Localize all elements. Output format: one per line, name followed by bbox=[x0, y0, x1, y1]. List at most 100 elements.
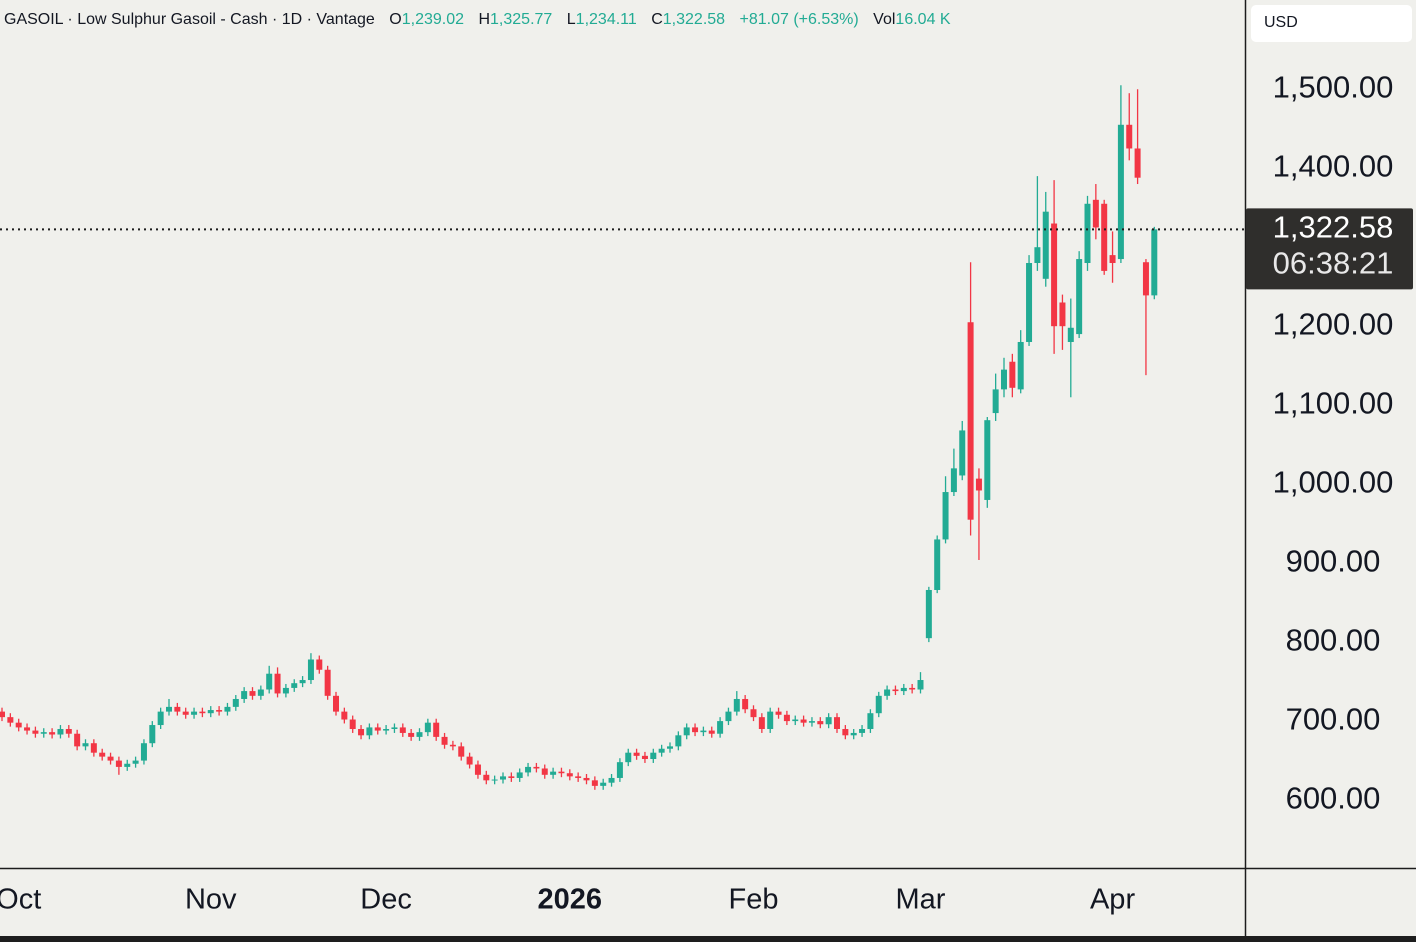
candle-body bbox=[307, 659, 314, 681]
candle-body bbox=[817, 721, 824, 725]
x-tick-label: Dec bbox=[360, 884, 412, 916]
low-value: 1,234.11 bbox=[575, 11, 637, 28]
candle-body bbox=[149, 725, 156, 744]
candle-body bbox=[7, 717, 14, 723]
candle-body bbox=[32, 730, 39, 734]
candle-body bbox=[291, 683, 298, 688]
y-tick-label: 1,000.00 bbox=[1273, 464, 1394, 499]
candle-body bbox=[132, 760, 139, 764]
high-label: H bbox=[478, 11, 491, 28]
candle-body bbox=[65, 728, 72, 734]
volume-value: 16.04 K bbox=[895, 11, 951, 28]
candle-body bbox=[124, 763, 131, 767]
high-value: 1,325.77 bbox=[490, 11, 553, 28]
x-tick-label: Apr bbox=[1090, 884, 1135, 916]
candle-body bbox=[107, 756, 114, 761]
candle-body bbox=[608, 777, 615, 783]
candle-body bbox=[15, 722, 22, 728]
candle-body bbox=[667, 746, 673, 749]
candle-body bbox=[441, 736, 448, 745]
candle-body bbox=[641, 755, 648, 760]
candle-body bbox=[191, 711, 198, 715]
candle-body bbox=[115, 760, 122, 767]
candle-body bbox=[74, 733, 81, 747]
candle-body bbox=[875, 695, 882, 714]
candle-body bbox=[1059, 302, 1066, 327]
candle-body bbox=[82, 743, 89, 747]
candle-body bbox=[775, 711, 782, 715]
candle-body bbox=[349, 719, 356, 729]
candle-body bbox=[575, 776, 582, 778]
candle-body bbox=[850, 732, 857, 736]
candle-body bbox=[708, 730, 715, 734]
candle-body bbox=[650, 752, 657, 760]
candle-body bbox=[182, 711, 189, 715]
candle-body bbox=[742, 698, 749, 710]
candle-body bbox=[241, 691, 248, 699]
candle-body bbox=[750, 709, 757, 718]
candle-body bbox=[0, 711, 5, 718]
x-tick-label: Nov bbox=[185, 884, 237, 916]
last-price-tag bbox=[1246, 208, 1413, 290]
candle-body bbox=[1151, 229, 1158, 296]
candle-body bbox=[40, 732, 47, 734]
candle-body bbox=[683, 727, 690, 736]
candle-body bbox=[1067, 327, 1074, 342]
candle-body bbox=[541, 768, 548, 775]
candle-body bbox=[1092, 199, 1099, 228]
candle-body bbox=[967, 322, 974, 520]
candle-body bbox=[90, 743, 97, 753]
candle-body bbox=[57, 728, 64, 735]
candle-body bbox=[1084, 203, 1091, 264]
candle-body bbox=[1142, 262, 1149, 296]
candle-body bbox=[416, 732, 423, 737]
candle-body bbox=[391, 727, 398, 729]
candle-body bbox=[500, 776, 506, 780]
candle-body bbox=[917, 680, 924, 690]
candle-body bbox=[408, 732, 415, 737]
candle-body bbox=[1117, 124, 1124, 260]
candle-body bbox=[1134, 148, 1141, 178]
candle-body bbox=[884, 689, 891, 696]
candle-body bbox=[733, 698, 740, 712]
candle-body bbox=[299, 680, 306, 684]
y-tick-label: 1,500.00 bbox=[1273, 69, 1394, 104]
y-tick-label: 1,400.00 bbox=[1273, 148, 1394, 183]
candle-body bbox=[474, 764, 481, 775]
candle-body bbox=[99, 752, 106, 757]
candle-body bbox=[1017, 341, 1024, 390]
candle-body bbox=[984, 420, 991, 500]
candle-body bbox=[1051, 223, 1058, 327]
last-price-label: 1,322.58 bbox=[1273, 210, 1394, 245]
candle-body bbox=[516, 772, 523, 778]
close-label: C bbox=[651, 11, 663, 28]
candle-body bbox=[1101, 203, 1108, 271]
candle-body bbox=[49, 732, 56, 735]
candle-body bbox=[1026, 263, 1033, 342]
candle-body bbox=[550, 771, 557, 775]
change-value: +81.07 (+6.53%) bbox=[739, 11, 859, 28]
candle-body bbox=[1109, 255, 1116, 264]
candle-body bbox=[525, 766, 532, 773]
currency-box[interactable] bbox=[1251, 5, 1412, 42]
candle-body bbox=[767, 711, 774, 729]
x-tick-label: Feb bbox=[729, 884, 779, 916]
candle-body bbox=[900, 687, 907, 692]
candle-body bbox=[925, 589, 932, 639]
candle-body bbox=[566, 773, 573, 777]
candle-body bbox=[867, 713, 874, 729]
candle-body bbox=[842, 728, 849, 736]
candle-body bbox=[216, 710, 223, 712]
candle-body bbox=[700, 730, 707, 733]
candle-body bbox=[366, 727, 373, 736]
candle-body bbox=[491, 779, 498, 781]
candle-body bbox=[934, 539, 941, 590]
candle-body bbox=[508, 776, 515, 778]
candle-body bbox=[316, 659, 323, 670]
candle-body bbox=[533, 766, 540, 769]
y-tick-label: 700.00 bbox=[1286, 701, 1381, 736]
candle-body bbox=[433, 722, 440, 737]
